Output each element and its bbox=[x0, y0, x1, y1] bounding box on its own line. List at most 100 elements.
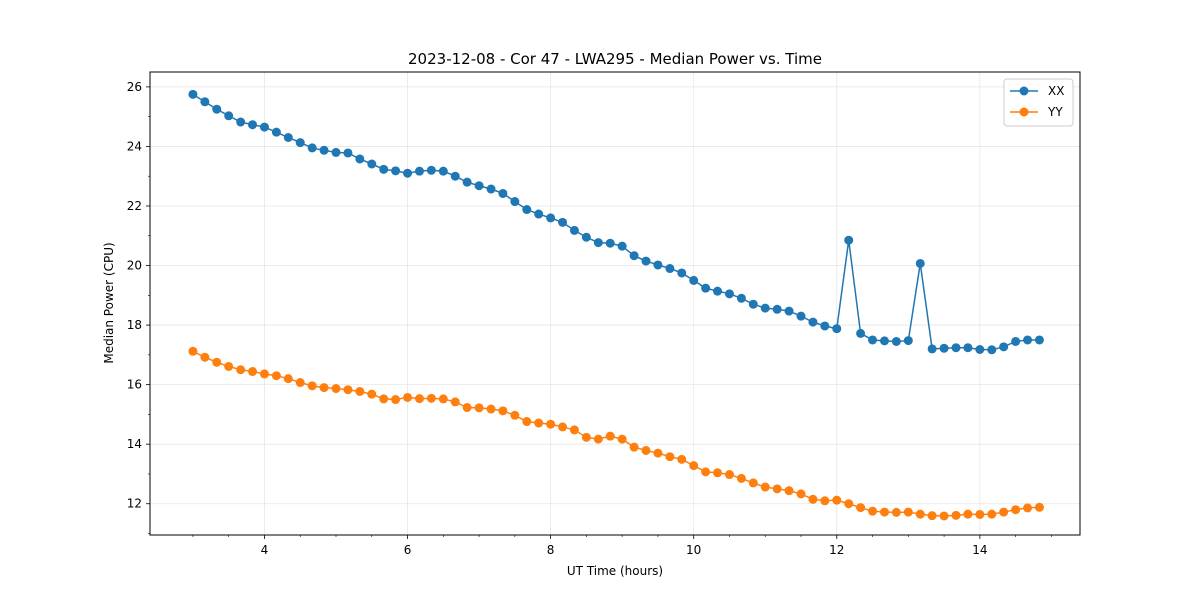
data-point-xx bbox=[522, 205, 532, 215]
data-point-xx bbox=[391, 166, 401, 176]
data-point-xx bbox=[617, 241, 627, 251]
data-point-xx bbox=[939, 343, 949, 353]
data-point-xx bbox=[724, 289, 734, 299]
data-point-xx bbox=[307, 143, 317, 153]
data-point-xx bbox=[796, 311, 806, 321]
data-point-xx bbox=[438, 166, 448, 176]
data-point-yy bbox=[891, 507, 901, 517]
legend: XX YY bbox=[1003, 78, 1074, 127]
data-point-xx bbox=[808, 317, 818, 327]
data-point-yy bbox=[259, 369, 269, 379]
data-point-xx bbox=[1011, 336, 1021, 346]
data-point-yy bbox=[534, 418, 544, 428]
y-tick-label: 14 bbox=[127, 437, 142, 451]
y-tick-label: 18 bbox=[127, 318, 142, 332]
y-tick-label: 22 bbox=[127, 199, 142, 213]
x-tick-label: 14 bbox=[972, 543, 987, 557]
data-point-yy bbox=[486, 404, 496, 414]
data-point-xx bbox=[784, 306, 794, 316]
data-point-yy bbox=[510, 410, 520, 420]
data-point-xx bbox=[891, 336, 901, 346]
data-point-xx bbox=[677, 268, 687, 278]
y-tick-label: 26 bbox=[127, 80, 142, 94]
data-point-yy bbox=[379, 394, 389, 404]
data-point-xx bbox=[868, 335, 878, 345]
data-point-yy bbox=[1023, 503, 1033, 513]
data-point-xx bbox=[212, 104, 222, 114]
data-point-yy bbox=[438, 394, 448, 404]
data-point-xx bbox=[736, 293, 746, 303]
data-point-yy bbox=[879, 507, 889, 517]
data-point-yy bbox=[188, 346, 198, 356]
data-point-xx bbox=[498, 188, 508, 198]
data-point-yy bbox=[653, 448, 663, 458]
data-point-yy bbox=[212, 357, 222, 367]
data-point-xx bbox=[1023, 335, 1033, 345]
data-point-yy bbox=[1011, 505, 1021, 515]
data-point-xx bbox=[832, 324, 842, 334]
data-point-xx bbox=[510, 197, 520, 207]
data-point-yy bbox=[271, 371, 281, 381]
data-point-xx bbox=[927, 344, 937, 354]
y-tick-label: 20 bbox=[127, 259, 142, 273]
data-point-yy bbox=[462, 403, 472, 413]
data-point-xx bbox=[987, 345, 997, 355]
data-point-yy bbox=[546, 419, 556, 429]
data-point-yy bbox=[391, 395, 401, 405]
data-point-yy bbox=[641, 445, 651, 455]
data-point-yy bbox=[999, 507, 1009, 517]
data-point-xx bbox=[760, 303, 770, 313]
data-point-yy bbox=[975, 509, 985, 519]
data-point-yy bbox=[724, 470, 734, 480]
x-tick-label: 4 bbox=[261, 543, 269, 557]
data-point-xx bbox=[403, 168, 413, 178]
data-point-xx bbox=[474, 181, 484, 191]
data-point-xx bbox=[963, 343, 973, 353]
data-point-xx bbox=[629, 251, 639, 261]
data-point-yy bbox=[951, 510, 961, 520]
data-point-yy bbox=[343, 385, 353, 395]
data-point-xx bbox=[605, 238, 615, 248]
data-point-yy bbox=[558, 422, 568, 432]
series-layer bbox=[188, 89, 1044, 521]
x-tick-label: 8 bbox=[547, 543, 555, 557]
data-point-yy bbox=[295, 378, 305, 388]
data-point-xx bbox=[820, 321, 830, 331]
data-point-xx bbox=[593, 238, 603, 248]
data-point-xx bbox=[569, 225, 579, 235]
data-point-yy bbox=[760, 482, 770, 492]
data-point-xx bbox=[653, 260, 663, 270]
data-point-yy bbox=[498, 406, 508, 416]
data-point-yy bbox=[820, 496, 830, 506]
data-point-yy bbox=[474, 403, 484, 413]
x-axis-label: UT Time (hours) bbox=[567, 564, 663, 578]
data-point-yy bbox=[927, 511, 937, 521]
data-point-yy bbox=[522, 417, 532, 427]
data-point-xx bbox=[331, 147, 341, 157]
y-axis-label: Median Power (CPU) bbox=[102, 242, 116, 363]
data-point-xx bbox=[903, 336, 913, 346]
data-point-yy bbox=[319, 383, 329, 393]
data-point-yy bbox=[665, 452, 675, 462]
data-point-xx bbox=[426, 165, 436, 175]
data-point-yy bbox=[784, 486, 794, 496]
data-point-xx bbox=[534, 209, 544, 219]
data-point-yy bbox=[915, 509, 925, 519]
data-point-xx bbox=[665, 264, 675, 274]
x-tick-label: 6 bbox=[404, 543, 412, 557]
legend-xx-label: XX bbox=[1048, 84, 1064, 98]
legend-xx-marker bbox=[1019, 86, 1029, 96]
y-tick-label: 24 bbox=[127, 139, 142, 153]
plot-frame bbox=[149, 71, 1081, 536]
data-point-yy bbox=[796, 489, 806, 499]
data-point-xx bbox=[879, 336, 889, 346]
data-point-yy bbox=[283, 374, 293, 384]
data-point-xx bbox=[450, 171, 460, 181]
data-point-xx bbox=[975, 345, 985, 354]
data-point-yy bbox=[236, 365, 246, 375]
data-point-xx bbox=[689, 275, 699, 285]
data-point-xx bbox=[748, 299, 758, 309]
data-point-yy bbox=[689, 461, 699, 471]
legend-yy-label: YY bbox=[1047, 105, 1063, 119]
data-point-yy bbox=[367, 389, 377, 399]
